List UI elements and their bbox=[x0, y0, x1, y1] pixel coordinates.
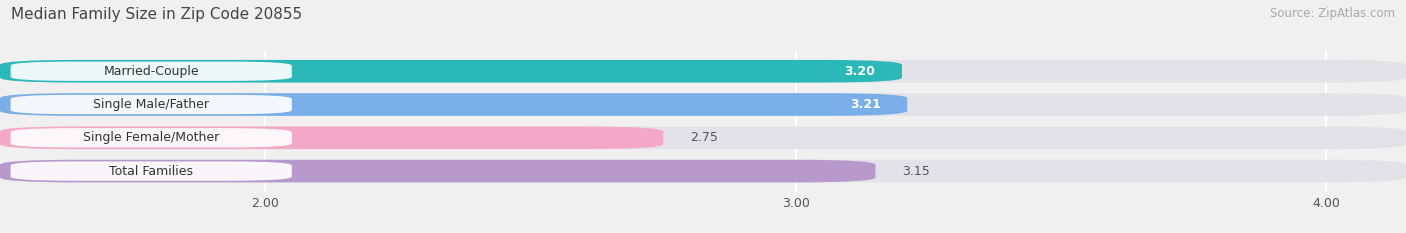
FancyBboxPatch shape bbox=[0, 60, 1406, 82]
FancyBboxPatch shape bbox=[0, 160, 876, 182]
Text: Source: ZipAtlas.com: Source: ZipAtlas.com bbox=[1270, 7, 1395, 20]
FancyBboxPatch shape bbox=[11, 128, 292, 147]
FancyBboxPatch shape bbox=[0, 60, 903, 82]
Text: Single Male/Father: Single Male/Father bbox=[93, 98, 209, 111]
Text: 3.21: 3.21 bbox=[849, 98, 880, 111]
Text: 3.20: 3.20 bbox=[845, 65, 876, 78]
Text: Single Female/Mother: Single Female/Mother bbox=[83, 131, 219, 144]
FancyBboxPatch shape bbox=[11, 161, 292, 181]
Text: 2.75: 2.75 bbox=[690, 131, 717, 144]
FancyBboxPatch shape bbox=[0, 160, 1406, 182]
FancyBboxPatch shape bbox=[0, 127, 1406, 149]
FancyBboxPatch shape bbox=[11, 62, 292, 81]
Text: Median Family Size in Zip Code 20855: Median Family Size in Zip Code 20855 bbox=[11, 7, 302, 22]
Text: 3.15: 3.15 bbox=[903, 164, 929, 178]
Text: Total Families: Total Families bbox=[110, 164, 193, 178]
FancyBboxPatch shape bbox=[0, 127, 664, 149]
Text: Married-Couple: Married-Couple bbox=[104, 65, 200, 78]
FancyBboxPatch shape bbox=[0, 93, 907, 116]
FancyBboxPatch shape bbox=[0, 93, 1406, 116]
FancyBboxPatch shape bbox=[11, 95, 292, 114]
